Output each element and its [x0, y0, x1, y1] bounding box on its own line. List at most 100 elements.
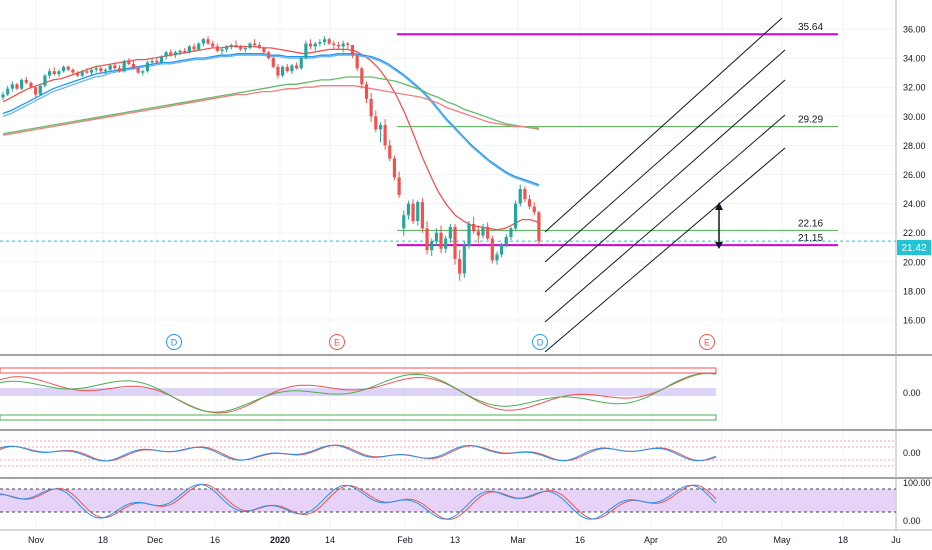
channel-line[interactable]	[544, 49, 786, 263]
candle-body[interactable]	[85, 71, 89, 73]
candle-body[interactable]	[15, 84, 19, 89]
candle-body[interactable]	[346, 43, 350, 46]
candle-body[interactable]	[1, 94, 5, 98]
candle-body[interactable]	[392, 158, 397, 178]
candle-body[interactable]	[164, 52, 168, 57]
candle-body[interactable]	[103, 69, 108, 72]
candle-body[interactable]	[462, 245, 466, 274]
candle-body[interactable]	[20, 79, 24, 89]
candle-body[interactable]	[514, 203, 518, 229]
candle-body[interactable]	[406, 203, 411, 216]
candle-body[interactable]	[48, 71, 52, 76]
candle-body[interactable]	[145, 62, 150, 72]
candle-body[interactable]	[458, 258, 462, 274]
candle-body[interactable]	[467, 223, 471, 246]
candle-body[interactable]	[495, 254, 499, 261]
candle-body[interactable]	[332, 43, 336, 46]
candle-body[interactable]	[192, 46, 196, 50]
candle-body[interactable]	[327, 39, 331, 44]
candle-body[interactable]	[434, 232, 438, 242]
candle-body[interactable]	[75, 72, 80, 76]
event-marker-e[interactable]: E	[329, 334, 345, 350]
event-marker-d[interactable]: D	[532, 334, 548, 350]
candle-body[interactable]	[318, 42, 322, 44]
candle-body[interactable]	[374, 116, 378, 130]
candle-body[interactable]	[108, 65, 112, 70]
candle-body[interactable]	[215, 46, 219, 51]
candle-body[interactable]	[425, 228, 429, 251]
channel-line[interactable]	[544, 79, 786, 293]
candle-body[interactable]	[355, 55, 359, 69]
candle-body[interactable]	[448, 226, 452, 239]
candle-body[interactable]	[430, 241, 434, 251]
candle-body[interactable]	[80, 71, 84, 76]
candle-body[interactable]	[225, 46, 229, 50]
candle-body[interactable]	[89, 69, 94, 73]
candle-body[interactable]	[267, 52, 271, 59]
candle-body[interactable]	[281, 66, 285, 76]
candle-body[interactable]	[518, 189, 522, 204]
candle-body[interactable]	[472, 223, 476, 232]
candle-body[interactable]	[444, 238, 448, 249]
candle-body[interactable]	[383, 125, 387, 146]
candle-body[interactable]	[150, 61, 154, 63]
candle-body[interactable]	[490, 238, 494, 261]
candle-body[interactable]	[29, 82, 33, 88]
candle-body[interactable]	[6, 88, 10, 95]
channel-line[interactable]	[544, 17, 783, 233]
candle-body[interactable]	[402, 215, 406, 229]
event-marker-d[interactable]: D	[166, 334, 182, 350]
candle-body[interactable]	[257, 45, 261, 48]
pitchfork-channel[interactable]	[544, 17, 786, 353]
candle-body[interactable]	[509, 228, 513, 238]
candle-body[interactable]	[388, 145, 392, 159]
candle-body[interactable]	[476, 231, 480, 236]
candle-body[interactable]	[416, 202, 420, 222]
candle-body[interactable]	[308, 43, 313, 47]
candle-body[interactable]	[239, 46, 243, 50]
candle-body[interactable]	[229, 45, 233, 47]
candle-body[interactable]	[206, 39, 210, 44]
candle-body[interactable]	[52, 71, 56, 75]
candle-body[interactable]	[57, 71, 61, 75]
candle-body[interactable]	[155, 61, 159, 63]
channel-line[interactable]	[544, 147, 786, 353]
candle-body[interactable]	[360, 68, 364, 85]
candle-body[interactable]	[336, 45, 341, 47]
candle-body[interactable]	[117, 68, 122, 72]
candle-body[interactable]	[350, 45, 355, 56]
candle-body[interactable]	[285, 66, 289, 72]
event-marker-e[interactable]: E	[699, 334, 715, 350]
candle-body[interactable]	[94, 68, 98, 70]
candle-body[interactable]	[220, 49, 224, 51]
candle-body[interactable]	[523, 189, 527, 200]
candle-body[interactable]	[397, 177, 401, 195]
candle-body[interactable]	[304, 43, 308, 59]
candle-body[interactable]	[527, 199, 532, 207]
candle-body[interactable]	[159, 56, 164, 63]
candle-body[interactable]	[10, 84, 14, 89]
candle-body[interactable]	[500, 244, 504, 255]
candle-body[interactable]	[183, 50, 187, 53]
candle-body[interactable]	[369, 98, 373, 117]
candle-body[interactable]	[197, 43, 201, 50]
candle-body[interactable]	[276, 66, 280, 76]
candle-body[interactable]	[537, 212, 541, 242]
candle-body[interactable]	[178, 50, 182, 53]
candle-body[interactable]	[211, 43, 215, 47]
candle-body[interactable]	[234, 45, 238, 47]
candle-body[interactable]	[131, 63, 136, 69]
candle-body[interactable]	[169, 52, 173, 56]
candle-body[interactable]	[113, 65, 117, 69]
candle-body[interactable]	[66, 66, 70, 70]
candle-body[interactable]	[486, 226, 490, 239]
candle-body[interactable]	[141, 71, 145, 73]
candle-body[interactable]	[341, 43, 345, 47]
candle-body[interactable]	[122, 61, 126, 72]
candle-body[interactable]	[532, 206, 536, 213]
candle-body[interactable]	[453, 226, 457, 259]
candle-body[interactable]	[378, 125, 383, 130]
candle-body[interactable]	[34, 87, 38, 95]
